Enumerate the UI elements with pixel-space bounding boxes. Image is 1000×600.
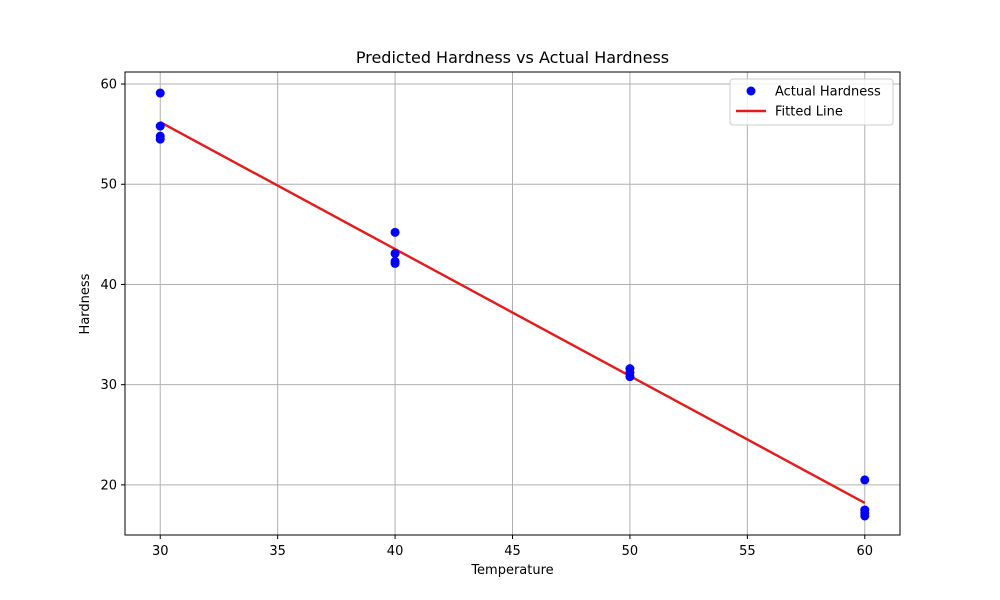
data-point: [390, 258, 400, 268]
data-point: [625, 372, 635, 382]
data-point: [155, 121, 165, 131]
x-tick-label: 50: [622, 544, 639, 559]
x-tick-label: 60: [856, 544, 873, 559]
y-tick-label: 20: [100, 478, 117, 493]
y-ticks: 20 30 40 50 60: [100, 78, 125, 493]
legend-label-fitted-line: Fitted Line: [775, 105, 843, 120]
y-tick-label: 60: [100, 78, 117, 93]
legend-label-actual-hardness: Actual Hardness: [775, 85, 881, 100]
data-point: [860, 475, 870, 485]
y-axis-label: Hardness: [78, 273, 93, 334]
plot-frame: [124, 71, 901, 536]
x-tick-label: 35: [269, 544, 286, 559]
grid: [125, 72, 900, 535]
data-point: [155, 134, 165, 144]
y-tick-label: 50: [100, 178, 117, 193]
data-point: [390, 227, 400, 237]
data-point: [155, 88, 165, 98]
legend-marker-actual-hardness: [746, 86, 756, 96]
data-point: [390, 248, 400, 258]
chart-title: Predicted Hardness vs Actual Hardness: [356, 48, 669, 67]
y-tick-label: 30: [100, 378, 117, 393]
x-axis-label: Temperature: [470, 563, 553, 578]
series-layer: [155, 88, 870, 521]
y-tick-label: 40: [100, 278, 117, 293]
legend-box: [729, 78, 894, 126]
fitted-line: [159, 121, 866, 504]
x-tick-label: 40: [387, 544, 404, 559]
x-tick-label: 55: [739, 544, 756, 559]
x-tick-label: 30: [152, 544, 169, 559]
x-tick-label: 45: [504, 544, 521, 559]
data-point: [860, 511, 870, 521]
legend: Actual Hardness Fitted Line: [729, 78, 894, 126]
x-ticks: 30 35 40 45 50 55 60: [152, 535, 873, 559]
